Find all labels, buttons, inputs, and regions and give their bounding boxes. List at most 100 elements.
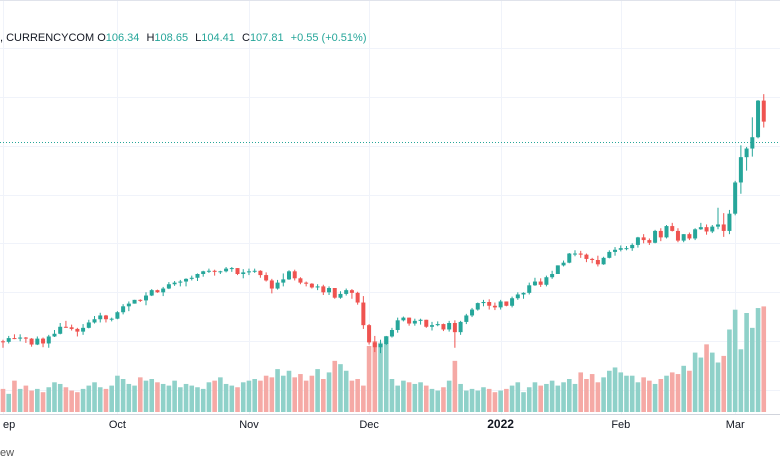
candle	[567, 253, 572, 264]
volume-bar	[189, 385, 195, 412]
candle-body	[435, 324, 440, 326]
candle	[538, 278, 543, 287]
candle	[727, 209, 732, 235]
high-label: H	[146, 32, 155, 44]
candle-body	[430, 325, 434, 327]
candle-body	[578, 253, 583, 255]
volume-bar	[361, 385, 366, 412]
candle	[424, 319, 429, 328]
volume-bar	[80, 388, 86, 412]
close-label: C	[241, 32, 250, 44]
volume-bar	[46, 387, 52, 412]
candle	[716, 207, 720, 230]
candle-body	[315, 286, 320, 288]
candle	[132, 299, 137, 304]
candle	[75, 327, 80, 337]
candle	[658, 228, 663, 242]
candle-body	[178, 281, 183, 283]
candle	[698, 222, 703, 230]
candle	[264, 272, 269, 282]
volume-bar	[246, 380, 252, 412]
volume-bar	[412, 383, 418, 412]
candle-body	[355, 292, 360, 303]
candle	[681, 234, 686, 243]
candle	[109, 317, 114, 322]
candle-body	[46, 336, 51, 344]
candle	[555, 265, 560, 274]
candle-body	[35, 338, 40, 345]
candle	[58, 323, 63, 335]
candle	[618, 245, 623, 252]
candle-body	[721, 224, 726, 231]
candle	[252, 268, 257, 273]
candle-body	[407, 317, 412, 324]
candle	[641, 234, 646, 244]
volume-bar	[607, 370, 612, 412]
volume-bar	[395, 385, 400, 412]
candle	[378, 339, 383, 354]
candle-body	[389, 330, 394, 337]
candle-body	[81, 327, 86, 332]
candle	[401, 316, 406, 322]
candle-body	[452, 323, 457, 333]
candle-body	[349, 290, 354, 293]
volume-bar	[183, 383, 189, 412]
candle	[178, 279, 183, 287]
candle	[81, 324, 86, 335]
volume-bar	[286, 370, 292, 412]
candle	[430, 321, 434, 331]
candle	[18, 334, 23, 342]
volume-bar	[366, 346, 372, 412]
volume-bar	[109, 385, 114, 412]
volume-bar	[452, 360, 458, 412]
volume-bar	[727, 329, 732, 412]
volume-bar	[172, 380, 177, 412]
candle-body	[338, 293, 343, 298]
volume-bar	[561, 382, 566, 412]
volume-bar	[441, 387, 446, 412]
candle	[172, 281, 177, 286]
candle	[344, 288, 349, 296]
candle-body	[447, 323, 452, 330]
volume-bar	[618, 372, 624, 412]
volume-bar	[269, 377, 275, 412]
volume-bar	[572, 383, 578, 412]
volume-bar	[458, 383, 463, 412]
candle	[761, 94, 766, 128]
candle	[338, 291, 343, 299]
candle	[412, 318, 417, 326]
volume-bar	[29, 390, 34, 412]
candle-body	[601, 257, 606, 265]
change-value: +0.55 (+0.51%)	[290, 32, 367, 44]
volume-bar	[6, 393, 12, 412]
x-tick-label: Feb	[611, 419, 630, 431]
candle-body	[475, 303, 480, 310]
candle	[435, 321, 440, 327]
candle-body	[590, 258, 595, 260]
candle-body	[618, 248, 623, 250]
volume-bar	[744, 313, 749, 412]
volume-bar	[218, 377, 223, 412]
volume-bar	[343, 370, 349, 412]
volume-bar	[601, 377, 606, 412]
candle-body	[595, 260, 600, 265]
candle-body	[92, 319, 97, 323]
x-tick-label: Oct	[109, 419, 126, 431]
candle	[607, 250, 612, 259]
volume-bar	[206, 382, 212, 412]
candle-body	[252, 270, 257, 272]
candle-body	[172, 282, 177, 285]
volume-bar	[492, 392, 498, 412]
candle-body	[23, 337, 28, 339]
candle-body	[287, 271, 291, 280]
candle-body	[86, 322, 91, 328]
candle	[670, 222, 675, 232]
candle	[184, 278, 189, 287]
candle-body	[195, 274, 200, 278]
candle	[69, 324, 74, 331]
candle	[41, 337, 46, 348]
candle-body	[492, 305, 497, 308]
candle-body	[292, 271, 297, 279]
volume-bar	[423, 385, 429, 412]
volume-bar	[641, 377, 646, 412]
